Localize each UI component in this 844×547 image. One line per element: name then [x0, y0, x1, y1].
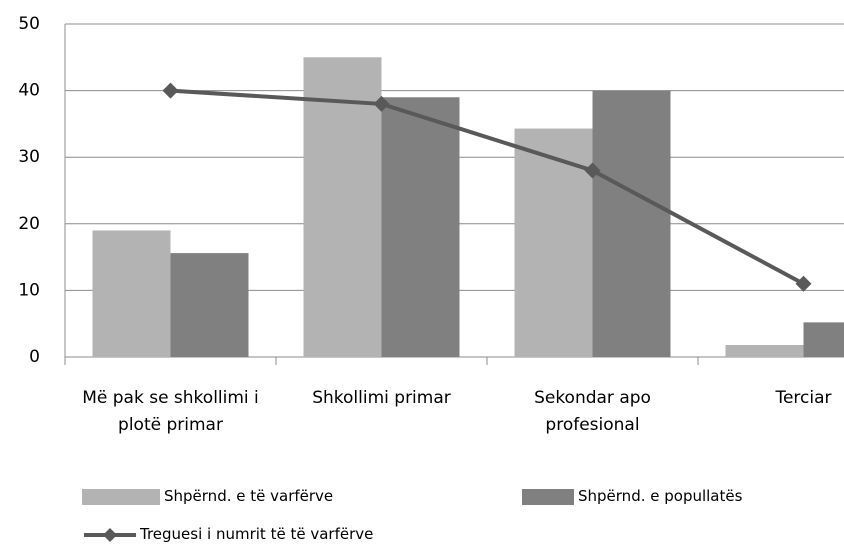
y-tick-label: 20	[18, 214, 40, 234]
y-tick-label: 40	[18, 81, 40, 101]
legend-swatch	[522, 489, 574, 505]
bar	[514, 128, 593, 357]
x-tick-label: Shkollimi primar	[312, 388, 451, 408]
line-marker	[795, 275, 812, 292]
x-tick-label: Sekondar apo profesional	[534, 388, 651, 435]
line-marker	[373, 95, 390, 112]
bar	[303, 57, 382, 358]
y-tick-label: 10	[18, 280, 40, 300]
x-tick-label: Terciar	[775, 388, 832, 408]
legend-marker	[103, 528, 117, 542]
line-marker	[162, 82, 179, 99]
legend-label: Shpërnd. e të varfërve	[164, 487, 334, 505]
bar	[803, 322, 844, 357]
y-tick-label: 50	[18, 14, 40, 34]
bar	[381, 97, 460, 357]
y-tick-label: 0	[29, 347, 40, 367]
bar	[725, 345, 804, 357]
line-marker	[584, 162, 601, 179]
bar	[170, 253, 249, 357]
y-tick-label: 30	[18, 147, 40, 167]
line	[170, 88, 805, 286]
legend-label: Shpërnd. e popullatës	[578, 487, 743, 505]
bar	[92, 230, 171, 357]
legend-swatch	[82, 489, 160, 505]
x-tick-label: Më pak se shkollimi i plotë primar	[82, 388, 259, 435]
bar	[592, 90, 671, 357]
legend-label: Treguesi i numrit të të varfërve	[140, 525, 374, 543]
